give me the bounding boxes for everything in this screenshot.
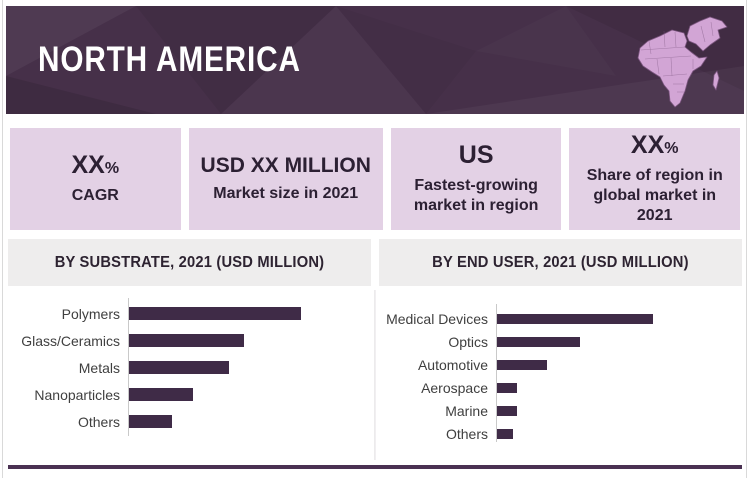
stat-label: Fastest-growing market in region xyxy=(413,176,539,214)
chart-row: Nanoparticles xyxy=(8,381,374,408)
stat-value: XX% xyxy=(630,131,679,160)
chart-row: Others xyxy=(376,422,742,445)
chart-row: Automotive xyxy=(376,353,742,376)
stat-value: USD XX MILLION xyxy=(200,154,371,178)
axis-line xyxy=(128,298,129,436)
category-label: Nanoparticles xyxy=(34,386,120,403)
chart-row: Polymers xyxy=(8,300,374,327)
category-label: Others xyxy=(445,425,488,442)
enduser-bar-chart: Medical Devices Optics Automotive Aerospace… xyxy=(375,290,742,460)
category-label: Aerospace xyxy=(421,379,488,396)
bar xyxy=(497,359,547,370)
bar xyxy=(129,388,193,401)
section-headers-row: BY SUBSTRATE, 2021 (USD MILLION) BY END … xyxy=(8,239,742,286)
stat-label: Share of region in global market in 2021 xyxy=(586,166,723,224)
stat-card-market-size: USD XX MILLION Market size in 2021 xyxy=(188,128,383,230)
bar xyxy=(497,336,580,347)
stat-label: CAGR xyxy=(71,186,119,204)
category-label: Medical Devices xyxy=(386,310,488,327)
chart-row: Marine xyxy=(376,399,742,422)
page-title: NORTH AMERICA xyxy=(38,40,301,79)
bar xyxy=(497,428,513,439)
category-label: Metals xyxy=(78,359,120,376)
category-label: Others xyxy=(77,413,120,430)
bar xyxy=(497,405,517,416)
stat-card-cagr: XX% CAGR xyxy=(10,128,181,230)
category-label: Glass/Ceramics xyxy=(21,332,120,349)
chart-rows: Medical Devices Optics Automotive Aerospace… xyxy=(376,290,742,445)
substrate-bar-chart: Polymers Glass/Ceramics Metals Nanoparticle… xyxy=(8,290,375,460)
charts-row: Polymers Glass/Ceramics Metals Nanoparticle… xyxy=(8,290,742,460)
category-label: Marine xyxy=(445,402,488,419)
stat-cards-row: XX% CAGR USD XX MILLION Market size in 2… xyxy=(10,128,740,230)
bar xyxy=(129,361,229,374)
bottom-divider xyxy=(8,465,742,469)
africa-map-icon xyxy=(626,14,734,112)
stat-value: XX% xyxy=(71,151,120,180)
chart-row: Metals xyxy=(8,354,374,381)
bar xyxy=(129,334,244,347)
bar xyxy=(129,415,172,428)
frame-border-right xyxy=(746,0,747,478)
category-label: Optics xyxy=(448,333,488,350)
frame-border-left xyxy=(2,0,3,478)
category-label: Polymers xyxy=(61,305,120,322)
header-banner: NORTH AMERICA xyxy=(6,6,744,114)
stat-card-region-share: XX% Share of region in global market in … xyxy=(569,128,740,230)
bar xyxy=(497,313,653,324)
chart-rows: Polymers Glass/Ceramics Metals Nanoparticle… xyxy=(8,290,374,435)
bar xyxy=(497,382,517,393)
section-header-enduser: BY END USER, 2021 (USD MILLION) xyxy=(379,239,742,286)
chart-row: Glass/Ceramics xyxy=(8,327,374,354)
section-header-substrate: BY SUBSTRATE, 2021 (USD MILLION) xyxy=(8,239,371,286)
chart-row: Medical Devices xyxy=(376,307,742,330)
chart-row: Aerospace xyxy=(376,376,742,399)
category-label: Automotive xyxy=(417,356,488,373)
bar xyxy=(129,307,301,320)
chart-row: Optics xyxy=(376,330,742,353)
stat-card-fastest-growing: US Fastest-growing market in region xyxy=(390,128,562,230)
chart-row: Others xyxy=(8,408,374,435)
stat-value: US xyxy=(458,141,494,170)
stat-label: Market size in 2021 xyxy=(213,184,359,202)
axis-line xyxy=(496,304,497,442)
